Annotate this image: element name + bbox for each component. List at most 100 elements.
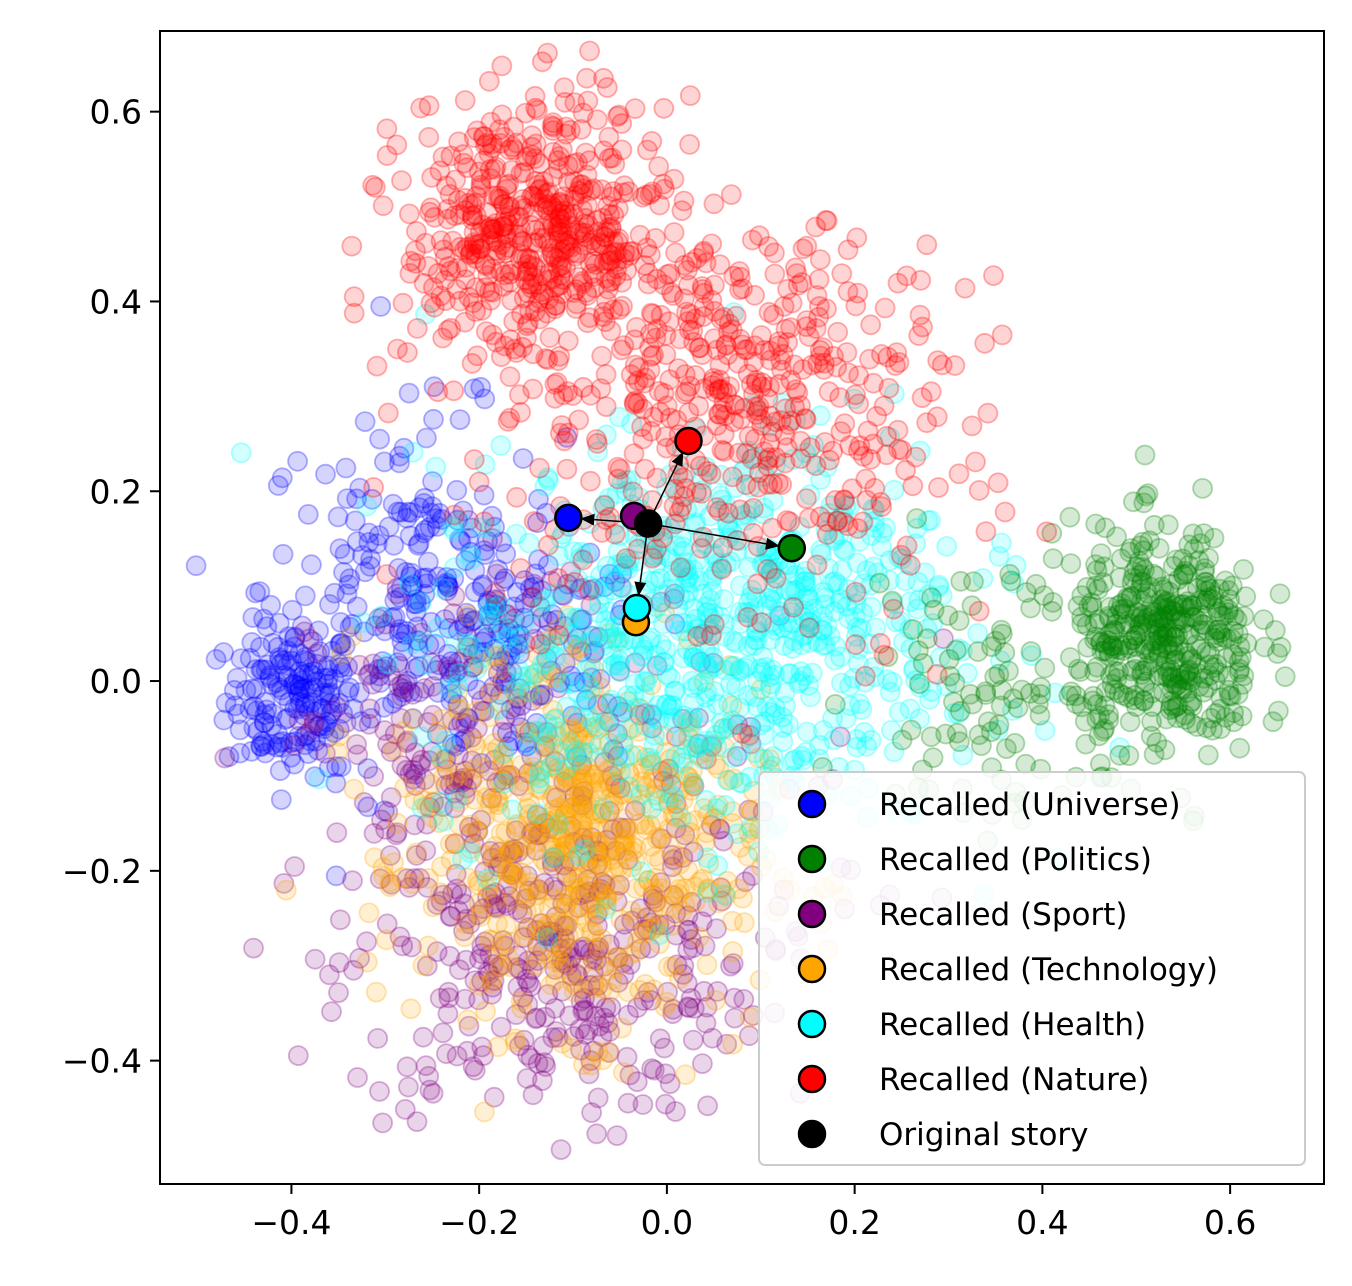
cloud-point — [282, 674, 304, 696]
cloud-point — [303, 660, 325, 682]
cloud-point — [1195, 571, 1217, 593]
cloud-point — [539, 327, 561, 348]
cloud-point — [679, 133, 700, 155]
cloud-point — [502, 636, 523, 658]
cloud-point — [391, 674, 413, 695]
cloud-point — [271, 679, 292, 701]
cloud-point — [410, 592, 432, 613]
cloud-point — [591, 345, 613, 367]
cloud-point — [1186, 716, 1208, 737]
cloud-point — [708, 500, 730, 522]
cloud-point — [607, 696, 629, 717]
cloud-point — [478, 70, 500, 92]
cloud-point — [299, 720, 321, 742]
cloud-point — [273, 685, 295, 706]
cloud-point — [475, 627, 497, 649]
cloud-point — [393, 681, 415, 703]
cloud-point — [354, 411, 376, 433]
cloud-point — [347, 1067, 368, 1088]
cloud-point — [747, 536, 769, 557]
cloud-point — [272, 543, 294, 565]
cloud-point — [332, 703, 354, 724]
cloud-point — [267, 723, 289, 745]
cloud-point — [587, 840, 609, 861]
cloud-point — [477, 593, 499, 615]
cloud-point — [289, 679, 311, 701]
cloud-point — [294, 696, 316, 717]
cloud-point — [373, 451, 395, 473]
cloud-point — [411, 726, 433, 748]
cloud-point — [487, 620, 509, 641]
cloud-point — [215, 692, 237, 714]
cloud-point — [477, 590, 499, 612]
cloud-point — [405, 589, 427, 610]
cloud-point — [403, 593, 425, 615]
cloud-point — [289, 692, 311, 713]
cloud-point — [1117, 686, 1139, 708]
cloud-point — [597, 251, 619, 272]
cloud-point — [468, 892, 490, 914]
cloud-point — [949, 731, 970, 753]
y-tick-label: 0.4 — [90, 282, 142, 321]
cloud-point — [245, 659, 267, 680]
cloud-point — [1264, 620, 1286, 641]
cloud-point — [560, 665, 582, 687]
cloud-point — [1267, 643, 1288, 664]
cloud-point — [317, 655, 339, 677]
cloud-point — [568, 266, 589, 288]
cloud-point — [554, 928, 575, 949]
legend-marker — [797, 1119, 827, 1149]
cloud-point — [289, 643, 311, 665]
cloud-point — [382, 607, 403, 628]
cloud-point — [552, 914, 573, 936]
cloud-point — [399, 525, 421, 547]
cloud-point — [452, 500, 474, 522]
cloud-point — [571, 794, 593, 816]
cloud-point — [591, 179, 613, 201]
cloud-point — [604, 571, 626, 592]
cloud-point — [509, 1035, 530, 1057]
cloud-point — [337, 656, 359, 678]
cloud-point — [369, 672, 391, 693]
cloud-point — [499, 271, 521, 293]
cloud-point — [587, 915, 608, 937]
cloud-point — [660, 783, 682, 805]
cloud-point — [563, 981, 585, 1003]
cloud-point — [344, 510, 366, 532]
cloud-point — [634, 458, 656, 480]
cloud-point — [402, 708, 424, 729]
cloud-point — [479, 840, 501, 862]
cloud-point — [927, 350, 949, 372]
cloud-point — [545, 294, 566, 316]
cloud-point — [578, 850, 600, 872]
cloud-point — [595, 610, 617, 632]
cloud-point — [437, 576, 459, 598]
cloud-point — [697, 882, 718, 903]
cloud-point — [274, 650, 296, 671]
cloud-point — [655, 324, 677, 346]
cloud-point — [458, 604, 479, 626]
cloud-point — [909, 304, 931, 326]
cloud-point — [443, 568, 465, 589]
cloud-point — [606, 1125, 628, 1146]
cloud-point — [368, 658, 389, 680]
cloud-point — [357, 758, 379, 779]
cloud-point — [376, 564, 398, 585]
cloud-point — [334, 543, 356, 565]
cloud-point — [549, 672, 571, 693]
x-tick-label: 0.2 — [828, 1203, 880, 1242]
cloud-point — [585, 987, 607, 1009]
cloud-point — [284, 626, 306, 648]
legend-label: Recalled (Technology) — [879, 952, 1218, 988]
cloud-point — [465, 735, 486, 757]
cloud-point — [533, 684, 554, 706]
legend-label: Original story — [879, 1117, 1089, 1153]
cloud-point — [603, 739, 625, 760]
cloud-point — [509, 384, 530, 406]
cloud-point — [317, 726, 339, 748]
x-tick-label: −0.4 — [251, 1203, 331, 1242]
cloud-point — [703, 614, 725, 635]
cloud-point — [583, 977, 605, 999]
cloud-point — [313, 718, 335, 740]
cloud-point — [1198, 547, 1219, 569]
